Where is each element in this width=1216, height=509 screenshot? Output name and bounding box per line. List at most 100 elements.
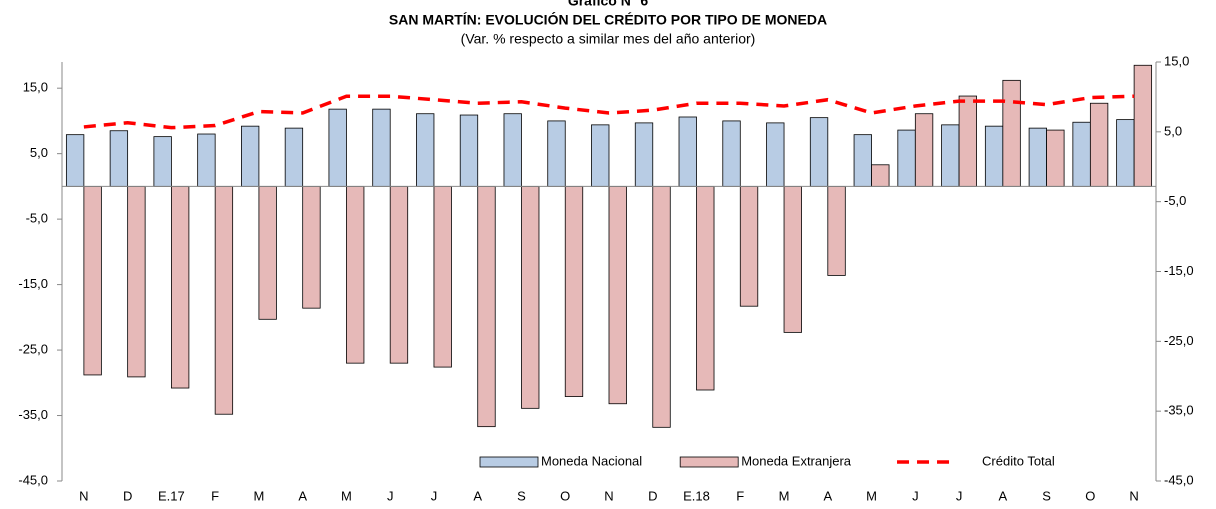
x-tick-label: M: [341, 488, 352, 503]
x-tick-label: J: [912, 488, 919, 503]
bar: [958, 95, 977, 187]
y2-tick-label: 15,0: [1164, 53, 1189, 68]
x-tick-label: E.18: [683, 488, 710, 503]
bar: [871, 164, 890, 187]
bar: [722, 120, 741, 187]
bar: [389, 185, 409, 364]
y-tick-label: 15,0: [23, 80, 48, 95]
bar: [1089, 102, 1109, 187]
bar: [739, 185, 759, 307]
bar: [197, 133, 216, 187]
bar: [372, 108, 391, 187]
bar: [1133, 64, 1153, 187]
bar: [346, 185, 365, 364]
bar: [591, 124, 610, 187]
legend-label: Moneda Nacional: [541, 453, 642, 468]
y2-tick-label: 5,0: [1164, 123, 1182, 138]
bar: [127, 185, 146, 378]
x-tick-label: O: [560, 488, 570, 503]
bar: [459, 114, 479, 187]
bar: [696, 185, 715, 391]
x-tick-label: O: [1085, 488, 1095, 503]
chart-title: Gráfico N° 6: [568, 0, 649, 9]
x-tick-label: A: [298, 488, 307, 503]
bar: [1072, 121, 1091, 187]
y2-tick-label: -45,0: [1164, 472, 1194, 487]
x-tick-label: A: [999, 488, 1008, 503]
bar: [652, 185, 671, 428]
line: [83, 94, 1135, 130]
bar: [984, 125, 1004, 187]
y2-tick-label: -35,0: [1164, 403, 1194, 418]
bar: [608, 185, 627, 405]
bar: [284, 127, 304, 187]
chart-subtitle: SAN MARTÍN: EVOLUCIÓN DEL CRÉDITO POR TI…: [389, 11, 827, 28]
bar: [564, 185, 584, 397]
x-tick-label: A: [823, 488, 832, 503]
bar: [214, 185, 234, 415]
bar: [827, 185, 846, 276]
chart-note: (Var. % respecto a similar mes del año a…: [461, 31, 756, 47]
bar: [65, 134, 85, 187]
bar: [477, 185, 496, 428]
bar: [258, 185, 277, 320]
x-tick-label: M: [253, 488, 264, 503]
bar: [416, 113, 435, 187]
x-tick-label: S: [1042, 488, 1051, 503]
bar: [1002, 79, 1021, 187]
bar: [853, 134, 872, 187]
bar: [503, 113, 522, 187]
x-tick-label: F: [736, 488, 744, 503]
x-tick-label: D: [123, 488, 132, 503]
bar: [153, 136, 172, 187]
legend-swatch: [679, 456, 739, 468]
x-tick-label: J: [387, 488, 394, 503]
bar: [678, 116, 697, 187]
bar: [328, 108, 347, 187]
bar: [766, 122, 785, 187]
y-tick-label: -35,0: [18, 407, 48, 422]
bar: [170, 185, 190, 389]
bar: [941, 124, 960, 187]
y-tick-label: 5,0: [30, 145, 48, 160]
bar: [83, 185, 102, 376]
y2-tick-label: -15,0: [1164, 263, 1194, 278]
x-tick-label: N: [1129, 488, 1138, 503]
x-tick-label: D: [648, 488, 657, 503]
bar: [241, 125, 260, 187]
legend-label: Crédito Total: [982, 453, 1055, 468]
bar: [1116, 119, 1135, 187]
bar: [547, 120, 566, 187]
y-tick-label: -45,0: [18, 472, 48, 487]
x-tick-label: F: [211, 488, 219, 503]
x-tick-label: N: [604, 488, 613, 503]
bar: [433, 185, 452, 368]
x-tick-label: E.17: [158, 488, 185, 503]
bar: [897, 129, 916, 187]
bar: [809, 117, 829, 187]
x-tick-label: J: [431, 488, 438, 503]
y-tick-label: -15,0: [18, 276, 48, 291]
y2-tick-label: -25,0: [1164, 333, 1194, 348]
x-tick-label: N: [79, 488, 88, 503]
legend-label: Moneda Extranjera: [741, 453, 852, 468]
legend-swatch: [479, 456, 539, 468]
bar: [634, 122, 654, 187]
bar: [302, 185, 321, 309]
x-tick-label: S: [517, 488, 526, 503]
x-tick-label: M: [866, 488, 877, 503]
bar: [914, 113, 934, 187]
y-tick-label: -25,0: [18, 342, 48, 357]
bar: [109, 130, 129, 187]
x-tick-label: J: [956, 488, 963, 503]
bar: [521, 185, 540, 409]
y2-tick-label: -5,0: [1164, 193, 1186, 208]
bar: [1028, 127, 1047, 187]
x-tick-label: A: [473, 488, 482, 503]
x-tick-label: M: [779, 488, 790, 503]
bar: [1046, 129, 1065, 187]
bar: [783, 185, 802, 333]
y-tick-label: -5,0: [26, 211, 48, 226]
